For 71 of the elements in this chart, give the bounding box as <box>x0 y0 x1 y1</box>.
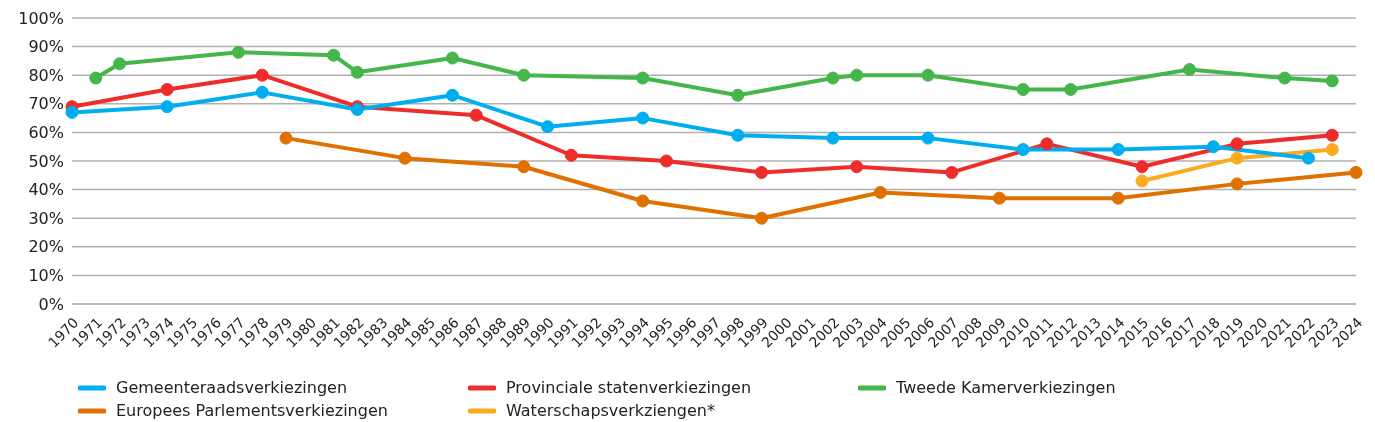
point <box>826 131 840 145</box>
point <box>255 68 269 82</box>
y-tick-label: 70% <box>28 94 64 114</box>
point <box>279 131 293 145</box>
point <box>517 68 531 82</box>
point <box>564 148 578 162</box>
y-tick-label: 20% <box>28 237 64 257</box>
point <box>992 191 1006 205</box>
point <box>1135 174 1149 188</box>
point <box>113 57 127 71</box>
point <box>945 165 959 179</box>
point <box>755 211 769 225</box>
point <box>826 71 840 85</box>
point <box>1040 137 1054 151</box>
point <box>231 45 245 59</box>
point <box>636 111 650 125</box>
y-tick-label: 80% <box>28 65 64 85</box>
point <box>160 83 174 96</box>
legend-label: Provinciale statenverkiezingen <box>506 378 752 397</box>
point <box>1230 151 1244 165</box>
point <box>445 51 459 65</box>
point <box>445 88 459 102</box>
point <box>327 48 341 62</box>
point <box>731 88 745 102</box>
point <box>398 151 412 165</box>
y-tick-label: 30% <box>28 208 64 228</box>
point <box>1325 143 1339 157</box>
y-tick-label: 40% <box>28 180 64 200</box>
y-tick-label: 50% <box>28 151 64 171</box>
point <box>1183 62 1197 76</box>
point <box>1325 128 1339 142</box>
legend-label: Tweede Kamerverkiezingen <box>896 378 1116 397</box>
point <box>1301 151 1315 165</box>
y-tick-label: 60% <box>28 123 64 143</box>
point <box>1206 140 1220 154</box>
y-tick-label: 0% <box>38 294 64 314</box>
point <box>517 160 531 174</box>
point <box>1278 71 1292 85</box>
point <box>850 160 864 174</box>
y-tick-label: 10% <box>28 266 64 286</box>
point <box>921 68 935 82</box>
point <box>1230 177 1244 191</box>
point <box>350 65 364 79</box>
y-tick-label: 90% <box>28 37 64 57</box>
legend-label: Waterschapsverkziengen* <box>506 401 715 420</box>
point <box>1111 191 1125 205</box>
point <box>469 108 483 122</box>
point <box>89 71 103 85</box>
legend-label: Gemeenteraadsverkiezingen <box>116 378 348 397</box>
point <box>255 85 269 99</box>
point <box>755 165 769 179</box>
y-tick-label: 100% <box>18 8 64 28</box>
point <box>65 105 79 119</box>
point <box>659 154 673 168</box>
point <box>850 68 864 82</box>
point <box>636 194 650 208</box>
point <box>636 71 650 85</box>
point <box>541 120 555 134</box>
point <box>873 185 887 199</box>
point <box>1016 143 1030 157</box>
legend-label: Europees Parlementsverkiezingen <box>116 401 388 420</box>
point <box>1111 143 1125 157</box>
point <box>921 131 935 145</box>
point <box>1230 137 1244 151</box>
point <box>160 100 174 114</box>
point <box>1325 74 1339 88</box>
point <box>1349 165 1363 179</box>
point <box>1135 160 1149 174</box>
point <box>1016 83 1030 96</box>
point <box>731 128 745 142</box>
point <box>1064 83 1078 96</box>
